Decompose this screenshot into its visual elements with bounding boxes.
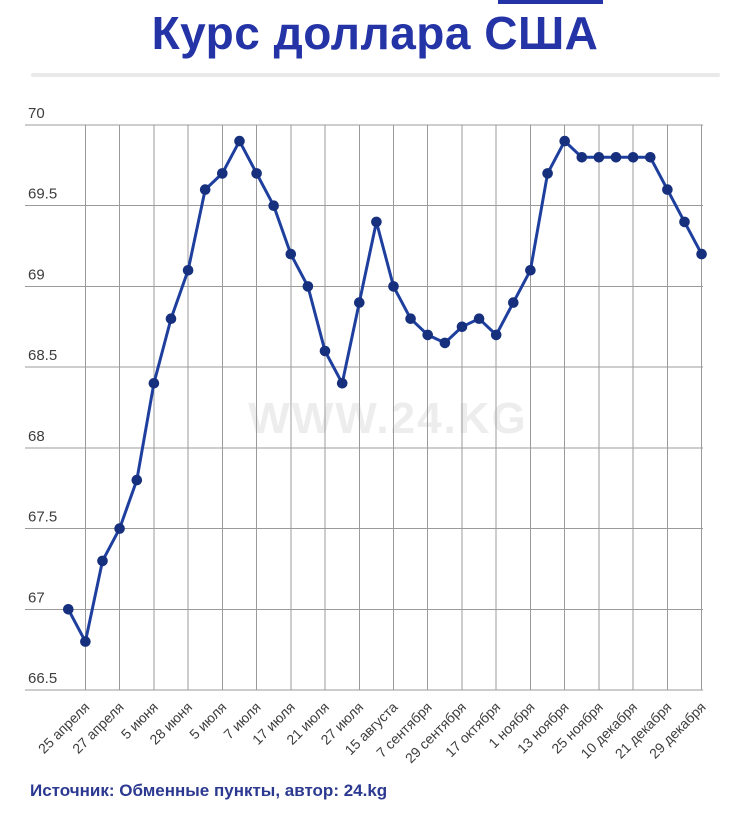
data-point	[148, 378, 160, 389]
y-axis-tick-label: 66.5	[28, 670, 57, 687]
y-axis-tick-label: 68.5	[28, 347, 57, 364]
data-point	[490, 329, 502, 341]
data-point	[131, 474, 143, 486]
data-point	[285, 248, 297, 260]
data-point	[576, 152, 588, 163]
data-point	[679, 216, 690, 228]
data-point	[593, 152, 605, 163]
data-point	[80, 636, 91, 647]
data-point	[97, 555, 108, 567]
data-point	[217, 168, 228, 179]
data-point	[234, 135, 245, 147]
data-point	[336, 378, 348, 389]
y-axis-tick-label: 68	[28, 428, 45, 445]
x-axis-tick-label: 5 июля	[186, 699, 229, 742]
data-point	[268, 200, 280, 211]
crop-artifact	[498, 0, 603, 4]
y-axis-tick-label: 67.5	[28, 509, 57, 526]
data-point	[422, 329, 434, 341]
data-point	[542, 168, 553, 179]
y-axis-tick-label: 69	[28, 266, 45, 283]
watermark-text: WWW.24.KG	[248, 394, 528, 443]
y-axis-tick-label: 67	[28, 589, 45, 606]
data-point	[627, 152, 639, 163]
data-point	[525, 265, 536, 276]
data-point	[302, 281, 314, 292]
data-point	[456, 321, 468, 333]
rate-line	[66, 139, 704, 644]
data-point	[645, 152, 656, 163]
data-point	[199, 184, 211, 195]
data-point	[165, 313, 177, 325]
data-point	[610, 152, 622, 163]
data-point	[508, 297, 519, 308]
data-point	[473, 313, 485, 325]
data-point	[251, 168, 262, 179]
data-point	[63, 604, 74, 615]
data-point	[319, 345, 331, 357]
data-point	[662, 184, 673, 195]
y-axis-tick-label: 69.5	[28, 186, 57, 203]
y-axis-tick-label: 70	[28, 105, 45, 122]
data-point	[405, 313, 416, 325]
data-point	[114, 523, 125, 534]
data-point	[354, 297, 365, 308]
page-title: Курс доллара США	[151, 7, 599, 59]
data-point	[696, 248, 707, 260]
data-point	[559, 135, 570, 147]
data-point	[371, 216, 382, 228]
title-divider	[31, 73, 720, 77]
data-point	[182, 265, 194, 276]
data-point	[388, 281, 399, 292]
source-note: Источник: Обменные пункты, автор: 24.kg	[30, 781, 388, 800]
data-point	[439, 337, 451, 349]
